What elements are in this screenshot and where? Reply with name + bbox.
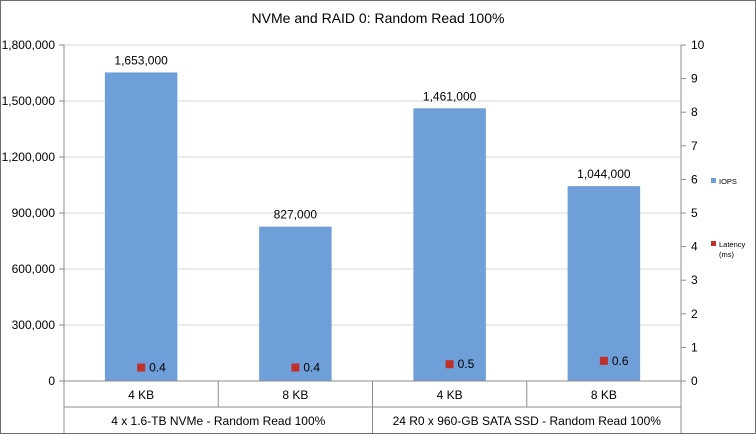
latency-data-label: 0.6 [612, 354, 629, 368]
x-axis-category-label: 4 KB [128, 388, 154, 402]
scatter-series-latency [137, 356, 608, 372]
left-axis-tick-label: 600,000 [12, 262, 56, 276]
x-axis-category-label: 8 KB [591, 388, 617, 402]
right-axis-tick-label: 9 [691, 72, 698, 86]
latency-marker [445, 360, 454, 369]
latency-data-label: 0.5 [458, 357, 475, 371]
bar-series-iops [104, 72, 641, 381]
axes: 0 300,000 600,000 900,000 1,200,000 1,500,000… [2, 38, 705, 433]
right-axis-tick-label: 4 [691, 240, 698, 254]
x-axis-category-label: 8 KB [282, 388, 308, 402]
legend-label: Latency [719, 240, 746, 249]
bar-iops [104, 72, 178, 381]
latency-marker [137, 363, 146, 372]
right-axis-tick-label: 7 [691, 139, 698, 153]
bar-data-label: 827,000 [274, 208, 318, 222]
latency-marker [291, 363, 300, 372]
data-labels: 1,653,000 827,000 1,461,000 1,044,000 0.4 0.4… [114, 53, 630, 374]
bar-data-label: 1,653,000 [114, 53, 168, 67]
right-axis-tick-label: 0 [691, 374, 698, 388]
right-axis-tick-label: 6 [691, 172, 698, 186]
left-axis-tick-label: 0 [48, 374, 55, 388]
chart-title: NVMe and RAID 0: Random Read 100% [252, 10, 505, 26]
x-axis-group-label: 4 x 1.6-TB NVMe - Random Read 100% [111, 414, 325, 428]
right-axis-tick-label: 2 [691, 307, 698, 321]
bar-iops [567, 186, 641, 381]
latency-data-label: 0.4 [149, 361, 166, 375]
bar-data-label: 1,461,000 [423, 89, 477, 103]
left-axis-tick-label: 300,000 [12, 318, 56, 332]
legend-swatch [711, 178, 716, 183]
latency-marker [599, 356, 608, 365]
left-axis-tick-label: 1,800,000 [2, 38, 56, 52]
left-axis-tick-label: 1,200,000 [2, 150, 56, 164]
x-axis-category-label: 4 KB [437, 388, 463, 402]
right-axis-tick-label: 10 [691, 38, 705, 52]
right-axis-tick-label: 8 [691, 105, 698, 119]
legend-swatch [711, 241, 716, 246]
legend: IOPS Latency(ms) [711, 177, 746, 259]
right-axis-tick-label: 5 [691, 206, 698, 220]
right-axis-tick-label: 3 [691, 273, 698, 287]
x-axis-group-label: 24 R0 x 960-GB SATA SSD - Random Read 10… [393, 414, 662, 428]
right-axis-tick-label: 1 [691, 340, 698, 354]
bar-iops [413, 108, 486, 381]
bar-iops [259, 226, 332, 381]
left-axis-tick-label: 900,000 [12, 206, 56, 220]
bar-data-label: 1,044,000 [577, 167, 631, 181]
latency-data-label: 0.4 [303, 361, 320, 375]
legend-label: (ms) [719, 250, 734, 259]
legend-label: IOPS [719, 177, 737, 186]
left-axis-tick-label: 1,500,000 [2, 94, 56, 108]
